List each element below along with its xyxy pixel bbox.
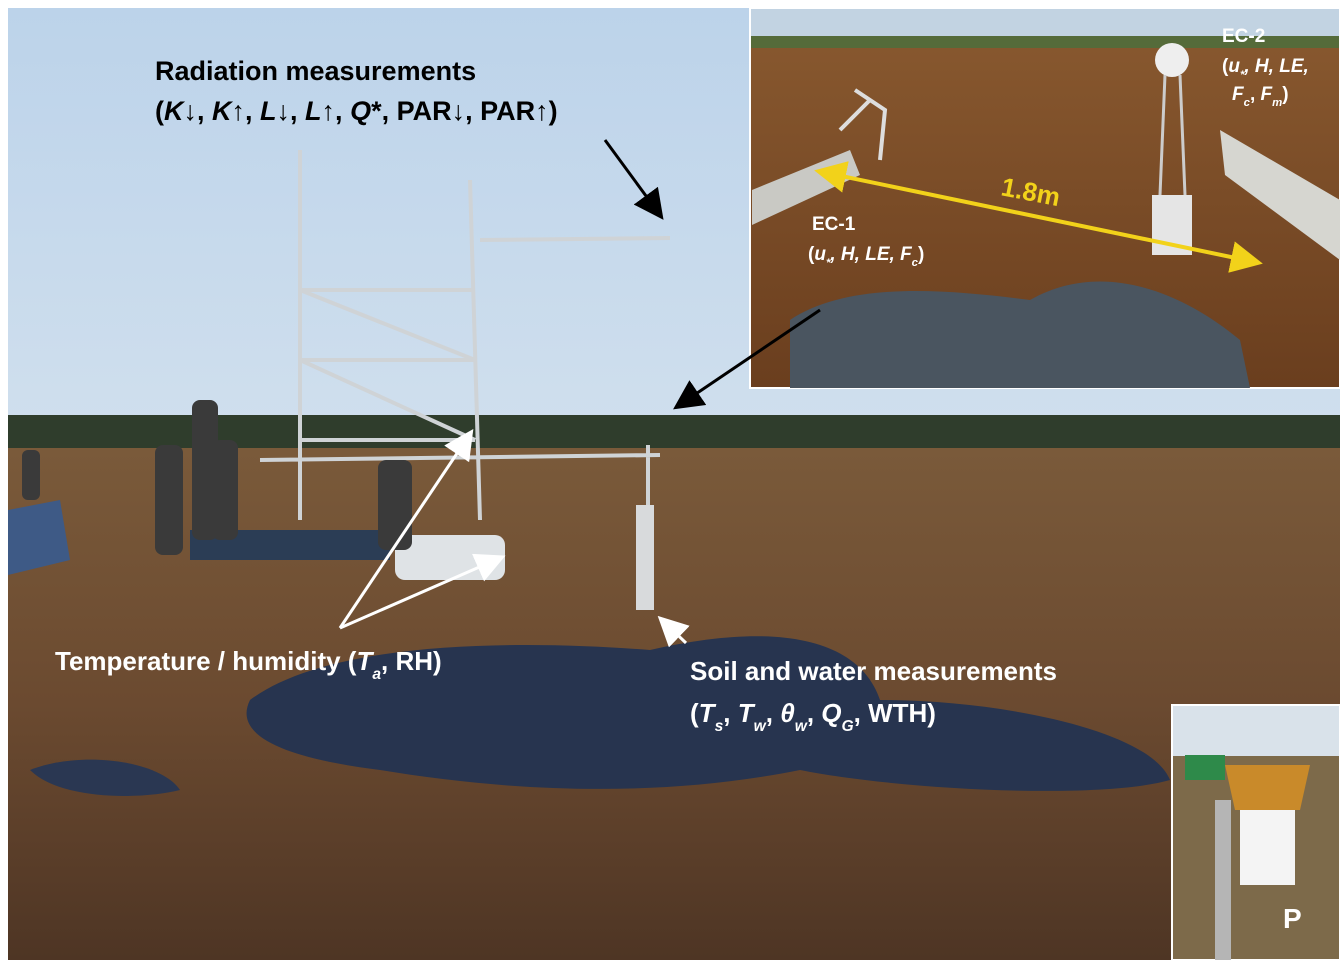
label-part: c [1244, 97, 1251, 109]
soil-detail: (Ts, Tw, θw, QG, WTH) [690, 698, 936, 735]
label-part: , [807, 698, 821, 728]
label-part: ( [1222, 56, 1229, 77]
label-part: ↓, [184, 96, 213, 126]
radiation-detail: (K↓, K↑, L↓, L↑, Q*, PAR↓, PAR↑) [155, 96, 558, 126]
label-part: w [754, 718, 767, 735]
label-part: K [212, 96, 234, 126]
label-part: , [766, 698, 780, 728]
label-part: * [826, 257, 831, 269]
label-part: T [738, 698, 756, 728]
water-pool [30, 759, 180, 796]
label-part: ( [808, 244, 815, 265]
label-part: G [842, 718, 854, 735]
pointer-arrow [339, 553, 506, 630]
temperature-label: Temperature / humidity (Ta, RH) [55, 646, 442, 683]
people [22, 400, 412, 555]
pointer-arrow [657, 615, 690, 648]
label-part: F [1261, 84, 1274, 105]
label-part: ( [690, 698, 699, 728]
inset-rain-gauge [1171, 704, 1341, 961]
label-part: * [1240, 69, 1245, 81]
label-part: , RH) [381, 646, 442, 676]
label-part: m [1272, 97, 1282, 109]
label-part: u [1228, 56, 1240, 77]
label-part: c [912, 257, 919, 269]
ec2-detail: Fc, Fm) [1232, 84, 1289, 109]
radiation-title: Radiation measurements [155, 56, 476, 86]
label-part: θ [780, 698, 795, 728]
label-part: Q [821, 698, 841, 728]
label-part: ( [155, 96, 164, 126]
ec2-detail: (u*, H, LE, [1222, 56, 1309, 81]
label-part: L [305, 96, 322, 126]
solar-panel [8, 500, 70, 575]
ec2-title: EC-2 [1222, 26, 1265, 47]
label-part: u [814, 244, 826, 265]
label-part: , H, LE, [1243, 56, 1308, 77]
label-part: T [356, 646, 374, 676]
ec1-title: EC-1 [812, 214, 856, 235]
label-part: w [795, 718, 808, 735]
label-part: ) [1282, 84, 1288, 105]
label-part: F [900, 244, 913, 265]
label-part: K [164, 96, 186, 126]
label-part: , H, LE, [829, 244, 900, 265]
label-part: ↑, [232, 96, 261, 126]
label-part: , WTH) [854, 698, 936, 728]
label-part: Q [350, 96, 371, 126]
label-part: a [372, 666, 381, 683]
label-part: s [715, 718, 724, 735]
pointer-arrow [338, 429, 474, 629]
distance-arrow [814, 161, 1263, 273]
pointer-arrow [603, 139, 664, 220]
label-part: L [260, 96, 277, 126]
soil-sensor-post [636, 505, 654, 610]
pointer-arrow [673, 308, 821, 410]
label-part: F [1232, 84, 1245, 105]
label-part: ↓, [277, 96, 306, 126]
label-part: *, PAR↓, PAR↑) [371, 96, 558, 126]
water-pool [246, 636, 1170, 791]
label-part: Temperature / humidity ( [55, 646, 357, 676]
label-part: ↑, [322, 96, 351, 126]
ec1-detail: (u*, H, LE, Fc) [808, 244, 924, 269]
label-part: T [699, 698, 717, 728]
label-part: , [1250, 84, 1261, 105]
label-part: , [723, 698, 737, 728]
soil-title: Soil and water measurements [690, 656, 1057, 686]
rain-gauge-label: P [1283, 903, 1302, 934]
label-part: ) [918, 244, 924, 265]
